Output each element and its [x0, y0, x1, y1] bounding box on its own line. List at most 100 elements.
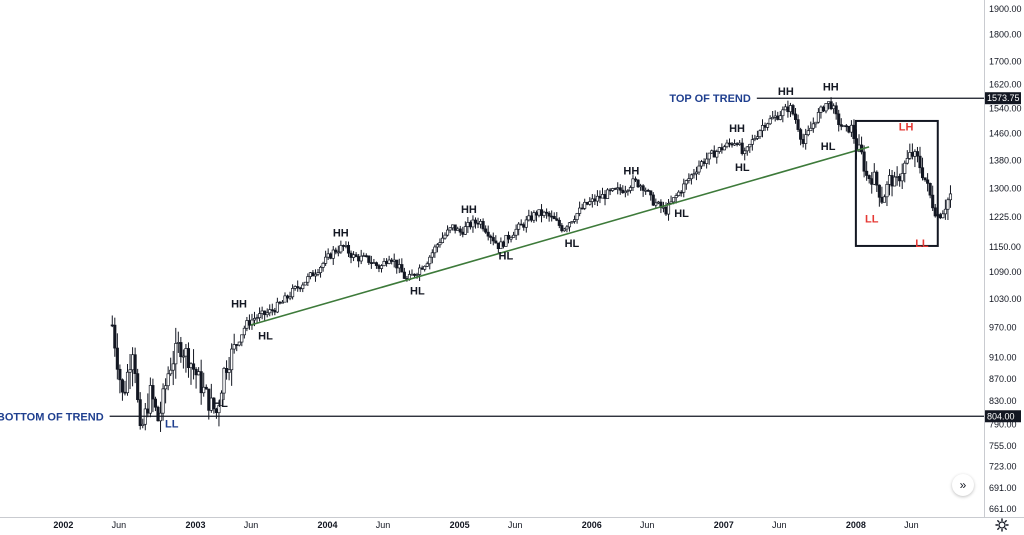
candle-body: [753, 138, 757, 141]
candle-body: [118, 368, 122, 381]
candle-body: [872, 171, 876, 185]
scroll-to-latest-button[interactable]: »: [952, 474, 974, 496]
candle-body: [265, 312, 269, 316]
candle-body: [606, 189, 610, 199]
candle-body: [776, 115, 780, 120]
gear-icon[interactable]: [995, 518, 1009, 532]
candle-body: [491, 237, 495, 242]
candle-body: [928, 183, 932, 196]
candle-body: [334, 249, 338, 253]
candle-body: [763, 125, 767, 128]
candle-body: [573, 219, 577, 222]
candle-body: [392, 259, 396, 262]
price-tick-label: 1225.00: [989, 212, 1022, 222]
candle-body: [839, 124, 843, 127]
candle-body: [209, 397, 213, 411]
candle-body: [725, 142, 729, 148]
candle-body: [781, 109, 785, 117]
price-tick-label: 1300.00: [989, 184, 1022, 194]
candle-body: [562, 228, 566, 232]
candle-body: [882, 196, 886, 203]
highlight-box: [854, 119, 939, 247]
candle-body: [631, 178, 635, 188]
candle-body: [651, 194, 655, 206]
candle-body: [484, 228, 488, 233]
time-tick-label: Jun: [112, 520, 127, 530]
price-tick-label: 1030.00: [989, 294, 1022, 304]
swing-label: LL: [915, 238, 929, 250]
candle-body: [633, 178, 638, 181]
candle-body: [595, 195, 599, 202]
candle-body: [369, 262, 373, 264]
candle-body: [418, 267, 422, 275]
candle-body: [588, 201, 592, 205]
candle-body: [910, 152, 914, 157]
candle-body: [166, 373, 170, 387]
candle-body: [296, 286, 300, 289]
candle-body: [641, 185, 645, 191]
candle-body: [359, 255, 363, 262]
candle-body: [354, 254, 358, 257]
candle-body: [865, 170, 869, 176]
candle-body: [799, 129, 803, 140]
candle-body: [715, 151, 719, 158]
candle-body: [519, 223, 523, 226]
candle-body: [941, 213, 945, 219]
candle-body: [473, 219, 478, 224]
candle-body: [171, 363, 175, 371]
candle-body: [410, 273, 414, 276]
price-badge: [985, 410, 1021, 423]
swing-label: HL: [213, 398, 228, 410]
candle-body: [395, 259, 399, 269]
candle-body: [131, 354, 135, 371]
candle-body: [308, 272, 312, 277]
candle-body: [217, 405, 221, 414]
candle-body: [280, 301, 284, 304]
candle-body: [255, 317, 259, 320]
candle-body: [156, 406, 160, 422]
candle-body: [433, 246, 437, 254]
candle-body: [458, 228, 462, 233]
candle-body: [842, 125, 846, 128]
candle-body: [252, 318, 257, 321]
candle-body: [542, 211, 546, 216]
price-tick-label: 661.00: [989, 504, 1017, 514]
candle-body: [303, 281, 307, 286]
candle-body: [537, 209, 541, 216]
swing-label: HL: [821, 141, 836, 153]
candle-body: [707, 152, 711, 160]
candle-body: [918, 155, 922, 169]
candle-body: [288, 296, 292, 299]
candle-body: [120, 379, 124, 393]
candle-body: [880, 196, 884, 203]
candle-body: [923, 177, 927, 181]
candle-body: [247, 320, 251, 326]
candle-body: [489, 235, 493, 238]
candle-body: [219, 392, 224, 406]
candle-body: [115, 347, 119, 370]
candle-body: [788, 105, 793, 113]
candle-body: [778, 115, 782, 120]
price-tick-label: 1620.00: [989, 79, 1022, 89]
price-tick-label: 755.00: [989, 441, 1017, 451]
swing-label: HH: [461, 204, 477, 216]
candle-body: [222, 368, 226, 394]
swing-label: HH: [623, 165, 639, 177]
candle-body: [791, 105, 795, 115]
candle-body: [689, 174, 693, 180]
candle-body: [428, 256, 432, 265]
candle-body: [522, 224, 526, 228]
candle-body: [613, 188, 617, 190]
candle-body: [666, 203, 671, 215]
candle-body: [306, 276, 310, 283]
candle-body: [260, 310, 264, 314]
candle-body: [684, 180, 688, 185]
swing-label: HL: [410, 285, 425, 297]
candle-body: [948, 193, 953, 201]
candle-body: [225, 368, 229, 373]
candle-body: [382, 261, 386, 267]
uptrend-line: [250, 146, 870, 326]
candle-body: [710, 150, 714, 154]
candle-body: [390, 259, 394, 262]
